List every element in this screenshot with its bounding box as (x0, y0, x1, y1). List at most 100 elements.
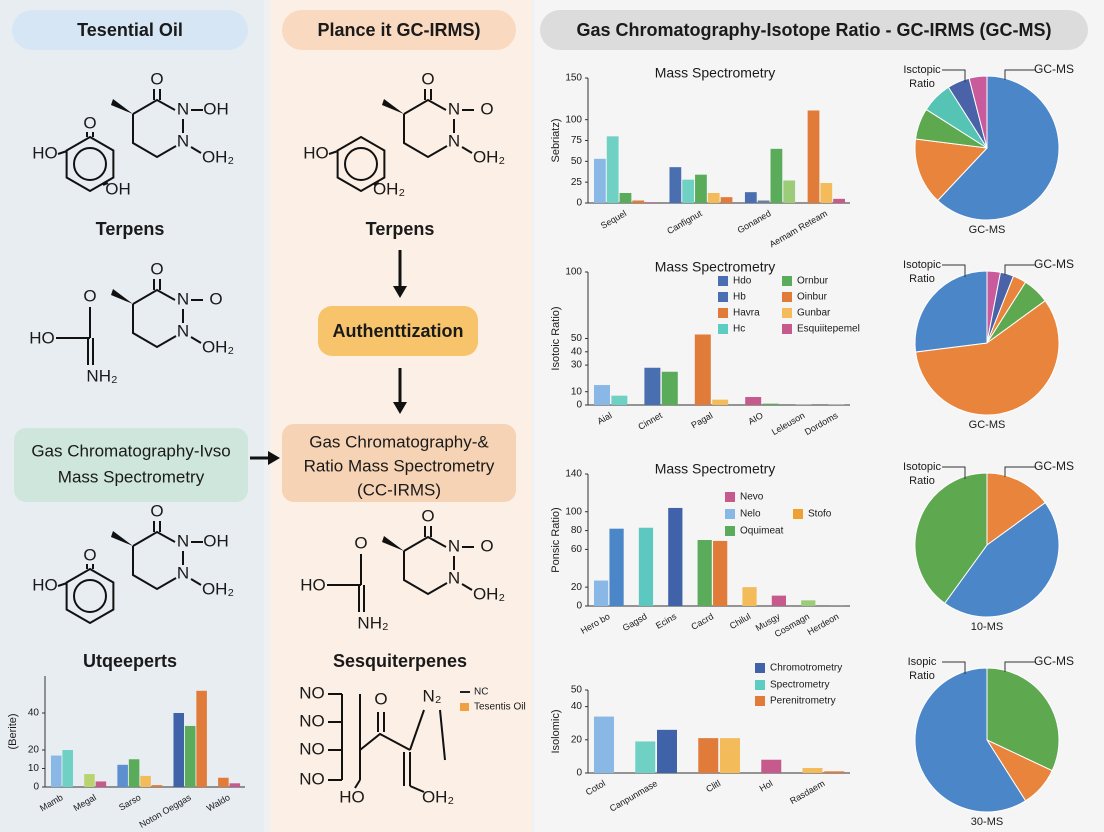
atom-label: N (448, 99, 460, 118)
pie-caption: GC-MS (969, 224, 1006, 236)
pie-label: Ratio (909, 273, 935, 285)
bond (403, 114, 448, 159)
pie-caption: 30-MS (971, 816, 1003, 828)
legend-swatch (782, 308, 792, 318)
leader-line (1004, 466, 1035, 477)
atom-label: N (177, 321, 189, 340)
pie-slice (914, 270, 988, 353)
bar (830, 605, 845, 606)
bar (720, 197, 733, 203)
atom-label: O (150, 501, 163, 520)
atom-label: HO (339, 787, 365, 806)
bond (132, 304, 177, 349)
bar (128, 759, 140, 787)
bar (95, 781, 107, 787)
legend-swatch (718, 324, 728, 334)
caption: Terpens (366, 219, 435, 239)
y-tick-label: 20 (571, 582, 583, 593)
bar (833, 198, 845, 203)
atom-label: O (150, 259, 163, 278)
bar (694, 334, 711, 405)
atom-label: OH₂ (373, 179, 405, 198)
pie-slice (937, 75, 1060, 221)
left-header: Tesential Oil (77, 20, 183, 40)
pie-slice (968, 75, 988, 149)
atom-label: OH (105, 179, 131, 198)
leader-line (1004, 264, 1035, 275)
atom-label: OH₂ (473, 147, 505, 166)
atom-label: HO (32, 575, 58, 594)
bar (828, 404, 845, 405)
chart-title: Mass Spectrometry (655, 259, 776, 275)
y-axis-label: Sebriatz) (550, 118, 562, 162)
wedge (111, 99, 133, 114)
bar (594, 385, 610, 405)
bar (745, 397, 762, 405)
y-tick-label: 80 (571, 525, 583, 536)
bond (190, 578, 202, 586)
atom-label: N₂ (423, 686, 442, 705)
atom-label: O (480, 99, 493, 118)
legend-label: Perenitrometry (770, 696, 836, 707)
bar (682, 179, 695, 203)
bar (824, 771, 845, 773)
aromatic-circle (73, 579, 107, 613)
atom-label: OH₂ (202, 337, 234, 356)
legend-label: Oquimeat (740, 526, 784, 537)
atom-label: O (209, 289, 222, 308)
legend-swatch (725, 526, 735, 536)
step-box (318, 306, 478, 356)
pie-label: Ratio (909, 670, 935, 682)
bond (57, 582, 68, 587)
bar (151, 785, 163, 787)
bar (117, 764, 128, 787)
y-tick-label: 50 (571, 685, 583, 696)
pie-label: Isopic (908, 656, 937, 668)
bond (132, 530, 176, 547)
pie-label: GC-MS (1034, 257, 1074, 271)
legend-swatch (718, 308, 728, 318)
atom-label: HO (29, 328, 55, 347)
right-header-pill (540, 10, 1088, 50)
leader-line (1004, 69, 1035, 80)
legend-swatch (782, 324, 792, 334)
atom-label: O (421, 69, 434, 88)
bar (697, 540, 712, 606)
bar (720, 738, 740, 773)
middle-header-pill (282, 10, 516, 50)
left-header-pill (12, 10, 248, 50)
atom-label: N (177, 99, 189, 118)
bond (132, 288, 176, 305)
y-tick-label: 100 (565, 267, 582, 278)
step-text: Authenttization (333, 321, 464, 341)
atom-label: N (177, 289, 189, 308)
pie-slice (914, 138, 989, 202)
pie-slice (986, 472, 1046, 546)
bar (609, 528, 624, 606)
legend-swatch (782, 276, 792, 286)
arrow-head (393, 402, 407, 414)
y-tick-label: 10 (571, 386, 583, 397)
pie-label: GC-MS (1034, 459, 1074, 473)
atom-label: O (83, 545, 96, 564)
atom-label: NO (299, 739, 325, 758)
bar (218, 777, 229, 787)
y-tick-label: 20 (28, 745, 40, 756)
y-tick-label: 150 (565, 73, 582, 84)
bar (140, 775, 151, 787)
atom-label: OH₂ (202, 579, 234, 598)
bar (635, 741, 656, 773)
y-axis-label: (Berite) (7, 713, 19, 749)
legend-label: Hc (733, 324, 745, 335)
bar (51, 755, 62, 787)
middle-header: Plance it GC-IRMS) (317, 20, 480, 40)
legend-label: Nevo (740, 492, 764, 503)
legend-swatch (725, 509, 735, 519)
atom-label: O (374, 689, 387, 708)
y-tick-label: 60 (571, 544, 583, 555)
y-tick-label: 75 (571, 135, 583, 146)
bar (770, 148, 783, 203)
y-tick-label: 0 (576, 601, 582, 612)
bar (644, 367, 661, 405)
